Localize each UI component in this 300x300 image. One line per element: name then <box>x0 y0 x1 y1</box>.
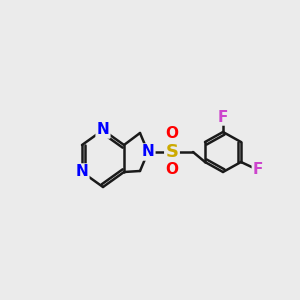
Text: F: F <box>253 163 263 178</box>
Text: N: N <box>142 145 154 160</box>
Text: O: O <box>166 127 178 142</box>
Text: O: O <box>166 163 178 178</box>
Text: N: N <box>97 122 110 137</box>
Text: F: F <box>218 110 228 124</box>
Text: S: S <box>166 143 178 161</box>
Text: N: N <box>76 164 88 179</box>
